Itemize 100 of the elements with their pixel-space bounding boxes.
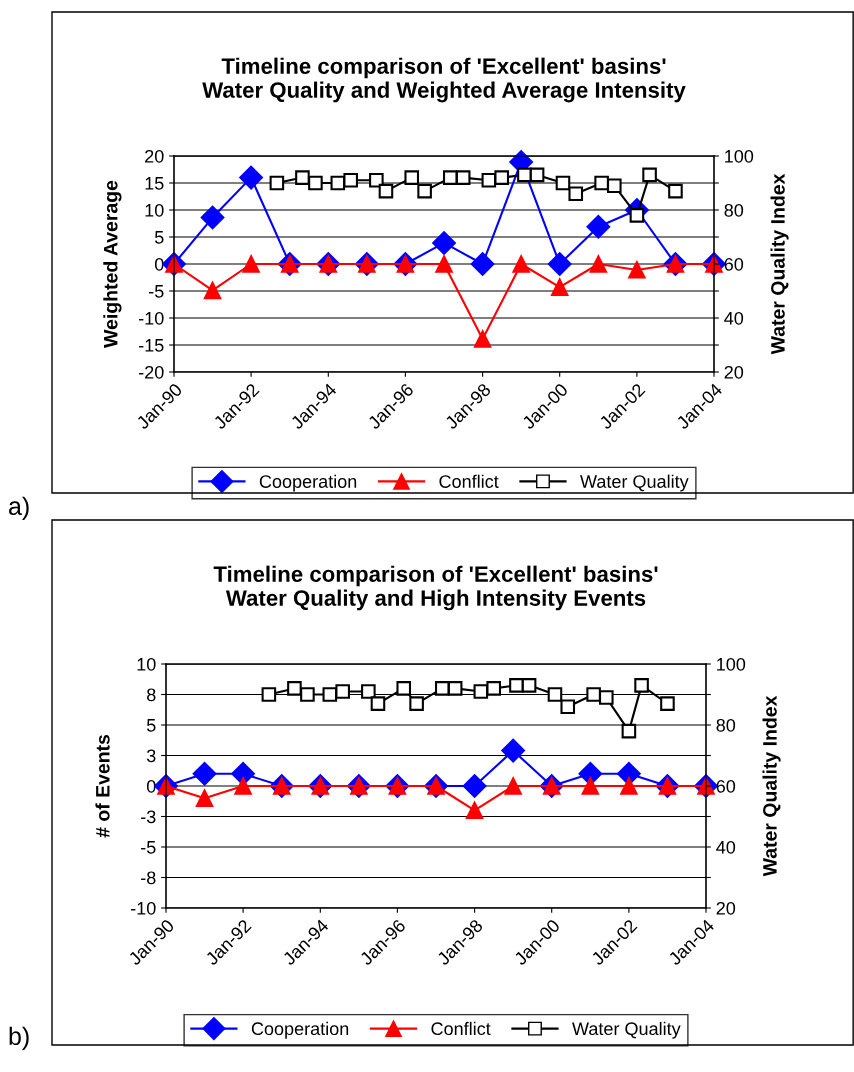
y2-tick-label: 40 [724, 311, 744, 325]
y-tick-label: -3 [141, 810, 156, 824]
point [568, 186, 584, 202]
point [555, 175, 571, 191]
point [547, 687, 563, 702]
point [465, 801, 484, 820]
text: b) [9, 1026, 29, 1050]
y2-tick-label: 100 [725, 149, 754, 163]
y-tick-label: -20 [138, 365, 164, 379]
y-tick-label: 5 [146, 719, 156, 732]
point [494, 170, 510, 185]
point [586, 214, 611, 239]
point [308, 175, 323, 191]
y-tick-label: -10 [130, 901, 156, 915]
y-tick-label: 3 [146, 749, 156, 763]
y-tick-label: 20 [145, 149, 164, 163]
y-tick-label: -10 [138, 311, 164, 325]
point [442, 170, 458, 185]
point [261, 687, 277, 702]
y2-axis-title: Water Quality Index [762, 695, 781, 877]
point [192, 761, 217, 786]
point [586, 687, 601, 702]
point [501, 738, 525, 763]
y2-tick-label: 60 [716, 779, 736, 793]
point [195, 789, 214, 807]
point [629, 208, 645, 223]
y-tick-label: 15 [145, 177, 164, 190]
y2-tick-label: 80 [724, 203, 744, 217]
y2-tick-label: 100 [717, 657, 746, 671]
point [361, 684, 376, 699]
point [470, 252, 495, 276]
legend-label: Cooperation [251, 1021, 349, 1039]
legend-label: Water Quality [572, 1021, 681, 1039]
y-axis-title: Weighted Average [103, 180, 122, 348]
point [521, 678, 537, 693]
y2-tick-label: 40 [716, 840, 736, 854]
y-tick-label: -8 [141, 871, 156, 885]
point [547, 252, 572, 276]
point [529, 167, 545, 183]
point [343, 173, 358, 188]
text: a) [9, 496, 29, 520]
legend-label: Conflict [439, 474, 499, 488]
point [369, 173, 384, 188]
point [378, 183, 394, 199]
point [455, 170, 471, 185]
y-tick-label: 5 [154, 231, 164, 244]
point [269, 175, 285, 191]
point [504, 777, 522, 795]
point [462, 774, 487, 798]
point [473, 330, 492, 348]
point [486, 681, 502, 696]
point [242, 255, 260, 273]
point [560, 699, 576, 714]
y-tick-label: -5 [149, 285, 164, 298]
point [668, 183, 683, 199]
y-tick-label: 0 [154, 257, 164, 271]
point [335, 684, 350, 699]
point [370, 696, 386, 711]
y2-tick-label: 20 [716, 901, 736, 915]
point [447, 681, 463, 696]
point [589, 255, 608, 273]
y2-axis-title: Water Quality Index [770, 173, 789, 355]
point [599, 690, 614, 705]
y-tick-label: 8 [147, 688, 156, 702]
legend-label: Water Quality [580, 474, 689, 492]
point [295, 170, 310, 185]
y-tick-label: 10 [137, 657, 156, 671]
y2-tick-label: 60 [724, 257, 744, 271]
y-tick-label: -5 [141, 841, 156, 854]
point [287, 681, 302, 696]
point [628, 261, 646, 279]
point [200, 205, 225, 230]
point [435, 255, 453, 273]
point [396, 681, 412, 696]
point [509, 678, 524, 693]
point [642, 167, 657, 183]
chart-title: Timeline comparison of 'Excellent' basins' Water Quality and High Intensity Events [213, 565, 658, 611]
y-axis-title: # of Events [95, 734, 110, 838]
point [203, 281, 222, 300]
point [581, 777, 600, 795]
point [551, 278, 569, 296]
point [234, 777, 252, 795]
point [660, 696, 675, 711]
point [239, 165, 263, 190]
point [434, 681, 450, 696]
point [634, 678, 649, 693]
point [621, 723, 637, 739]
point [300, 687, 315, 702]
chart-title: Timeline comparison of 'Excellent' basins' Water Quality and Weighted Average Intensity [202, 57, 686, 103]
y2-tick-label: 80 [716, 718, 736, 732]
y-tick-label: 10 [145, 203, 164, 217]
point [404, 170, 420, 185]
point [512, 255, 530, 273]
point [409, 696, 424, 711]
point [620, 777, 638, 795]
y2-tick-label: 20 [724, 365, 744, 379]
legend-label: Cooperation [259, 474, 357, 492]
y-tick-label: 0 [146, 779, 156, 793]
legend-label: Conflict [431, 1021, 491, 1036]
point [432, 231, 456, 255]
